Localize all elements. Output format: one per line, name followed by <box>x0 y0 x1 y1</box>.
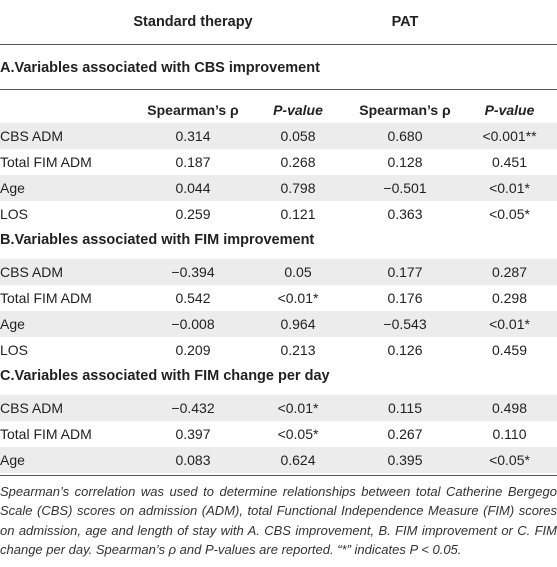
std-rho: 0.314 <box>175 128 211 144</box>
table-footnote: Spearman’s correlation was used to deter… <box>0 484 557 557</box>
section-b-title: B.Variables associated with FIM improvem… <box>0 232 315 248</box>
table-row: LOS 0.259 0.121 0.363 <0.05* <box>0 201 557 227</box>
std-p: 0.213 <box>280 342 316 358</box>
std-rho: 0.044 <box>175 180 211 196</box>
header-standard-therapy: Standard therapy <box>133 14 253 30</box>
pat-p: 0.110 <box>492 426 527 442</box>
std-p: <0.01* <box>277 290 319 306</box>
pat-rho: 0.115 <box>388 400 422 416</box>
pat-p: 0.459 <box>491 342 528 358</box>
divider <box>0 475 557 476</box>
row-label: Age <box>0 180 25 196</box>
std-rho: 0.187 <box>175 154 211 170</box>
pat-rho: 0.126 <box>387 342 423 358</box>
pat-rho: 0.267 <box>387 426 423 442</box>
std-rho: 0.083 <box>175 452 211 468</box>
pat-rho: 0.177 <box>387 264 423 280</box>
table-row: Total FIM ADM 0.397 <0.05* 0.267 0.110 <box>0 421 557 447</box>
std-p: 0.05 <box>284 264 312 280</box>
pat-p: <0.01* <box>489 180 530 196</box>
pat-rho: 0.680 <box>387 128 423 144</box>
std-p: <0.01* <box>277 400 319 416</box>
table-row: LOS 0.209 0.213 0.126 0.459 <box>0 337 557 363</box>
row-label: Age <box>0 316 25 332</box>
pat-p: 0.287 <box>491 264 528 280</box>
std-rho: 0.542 <box>175 290 211 306</box>
table-row: Total FIM ADM 0.187 0.268 0.128 0.451 <box>0 149 557 175</box>
row-label: CBS ADM <box>0 400 64 416</box>
std-p: 0.964 <box>280 316 316 332</box>
subheader-rho-standard: Spearman’s ρ <box>147 102 239 118</box>
row-label: Total FIM ADM <box>0 154 92 170</box>
std-p: <0.05* <box>277 426 319 442</box>
subheader-row: Spearman’s ρ P-value Spearman’s ρ P-valu… <box>0 97 557 123</box>
pat-p: <0.01* <box>489 316 530 332</box>
table-row: Age 0.083 0.624 0.395 <0.05* <box>0 447 557 473</box>
section-c-title: C.Variables associated with FIM change p… <box>0 368 330 384</box>
std-p: 0.268 <box>280 154 316 170</box>
row-label: Total FIM ADM <box>0 426 92 442</box>
table-row: Total FIM ADM 0.542 <0.01* 0.176 0.298 <box>0 285 557 311</box>
table-row: CBS ADM −0.432 <0.01* 0.115 0.498 <box>0 395 557 421</box>
std-p: 0.798 <box>280 180 316 196</box>
pat-p: <0.05* <box>489 452 530 468</box>
row-label: CBS ADM <box>0 264 64 280</box>
header-pat: PAT <box>391 14 419 30</box>
pat-p: 0.298 <box>491 290 528 306</box>
std-rho: −0.432 <box>171 400 215 416</box>
divider <box>0 44 557 45</box>
subheader-p-pat: P-value <box>484 102 535 118</box>
pat-rho: −0.543 <box>383 316 427 332</box>
pat-rho: 0.128 <box>387 154 423 170</box>
row-label: LOS <box>0 206 29 222</box>
row-label: CBS ADM <box>0 128 64 144</box>
pat-p: <0.001** <box>482 128 537 144</box>
table-header: Standard therapy PAT <box>0 0 557 44</box>
std-rho: 0.397 <box>175 426 211 442</box>
divider <box>0 89 557 90</box>
table-row: Age 0.044 0.798 −0.501 <0.01* <box>0 175 557 201</box>
pat-rho: 0.176 <box>387 290 423 306</box>
std-rho: −0.008 <box>171 316 215 332</box>
table-row: CBS ADM 0.314 0.058 0.680 <0.001** <box>0 123 557 149</box>
row-label: Total FIM ADM <box>0 290 92 306</box>
table-row: Age −0.008 0.964 −0.543 <0.01* <box>0 311 557 337</box>
std-rho: −0.394 <box>171 264 215 280</box>
pat-rho: −0.501 <box>383 180 427 196</box>
table-row: CBS ADM −0.394 0.05 0.177 0.287 <box>0 259 557 285</box>
section-a-title: A.Variables associated with CBS improvem… <box>0 60 320 76</box>
pat-rho: 0.363 <box>387 206 423 222</box>
subheader-rho-pat: Spearman’s ρ <box>359 102 451 118</box>
std-rho: 0.259 <box>175 206 211 222</box>
std-p: 0.058 <box>280 128 316 144</box>
pat-p: 0.451 <box>491 154 528 170</box>
std-rho: 0.209 <box>175 342 211 358</box>
std-p: 0.624 <box>280 452 316 468</box>
row-label: Age <box>0 452 25 468</box>
std-p: 0.121 <box>280 206 316 222</box>
pat-rho: 0.395 <box>387 452 423 468</box>
row-label: LOS <box>0 342 29 358</box>
pat-p: <0.05* <box>489 206 530 222</box>
subheader-p-standard: P-value <box>273 102 323 118</box>
pat-p: 0.498 <box>491 400 528 416</box>
